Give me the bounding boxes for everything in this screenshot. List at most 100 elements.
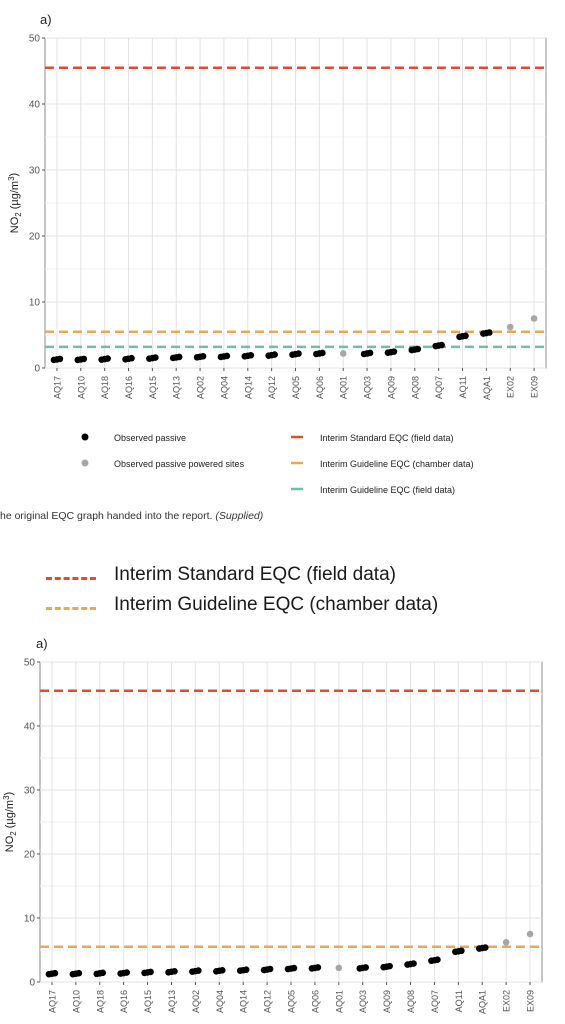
- bottom-ylabel: NO2 (µg/m3): [2, 792, 18, 852]
- bottom-point: [362, 964, 370, 971]
- bottom-xtick-label: AQ05: [287, 990, 297, 1013]
- bottom-point: [314, 964, 322, 971]
- guideline-eqc-dash-icon: [46, 607, 96, 610]
- top-ytick-label: 20: [29, 232, 41, 243]
- top-xtick-label: AQ15: [148, 376, 158, 399]
- bottom-point: [386, 962, 393, 970]
- bottom-xtick-label: AQ02: [191, 990, 201, 1013]
- enlarged-legend-standard-label: Interim Standard EQC (field data): [114, 564, 396, 585]
- top-xtick-label: AQ03: [363, 376, 373, 399]
- top-xtick-label: AQ08: [410, 376, 420, 399]
- top-point: [414, 345, 422, 353]
- top-xtick-label: AQ02: [196, 376, 206, 399]
- bottom-point: [335, 964, 343, 972]
- top-panel-label: a): [40, 12, 52, 27]
- top-xtick-label: AQ12: [267, 376, 277, 399]
- bottom-point: [458, 947, 465, 955]
- bottom-point: [481, 944, 489, 951]
- bottom-point: [171, 967, 178, 975]
- top-point: [223, 352, 231, 360]
- top-legend: Observed passive Observed passive powered…: [81, 433, 474, 495]
- figure-caption: he original EQC graph handed into the re…: [0, 510, 565, 522]
- bottom-xtick-label: AQ13: [167, 990, 177, 1013]
- top-point: [438, 341, 445, 349]
- top-ytick-label: 30: [29, 166, 41, 177]
- bottom-xtick-label: EX09: [526, 990, 536, 1012]
- bottom-xtick-label: AQ15: [143, 990, 153, 1013]
- top-xtick-label: AQ06: [315, 376, 325, 399]
- bottom-ytick-label: 10: [24, 914, 36, 925]
- top-xtick-label: AQA1: [482, 376, 492, 400]
- legend-label: Observed passive powered sites: [114, 459, 245, 469]
- bottom-ytick-label: 40: [24, 722, 36, 733]
- legend-label: Interim Standard EQC (field data): [320, 433, 454, 443]
- top-plot-area: 0 10 20 30 40 50 AQ17 AQ10 AQ18 AQ16 AQ15 AQ13 AQ02 A…: [7, 34, 546, 400]
- bottom-xtick-label: AQ17: [47, 990, 57, 1013]
- top-xtick-label: AQ05: [291, 376, 301, 399]
- bottom-point: [51, 969, 59, 977]
- caption-text: he original EQC graph handed into the re…: [0, 510, 216, 522]
- bottom-xtick-label: AQ03: [358, 990, 368, 1013]
- bottom-xtick-label: AQ18: [95, 990, 105, 1013]
- top-xtick-label: AQ01: [339, 376, 349, 399]
- top-xtick-label: EX02: [506, 376, 516, 398]
- bottom-xtick-label: AQA1: [478, 990, 488, 1014]
- top-point: [271, 351, 278, 358]
- bottom-xtick-label: AQ04: [215, 990, 225, 1013]
- top-xtick-label: AQ07: [434, 376, 444, 399]
- top-point: [56, 355, 64, 363]
- bottom-point: [147, 968, 154, 976]
- bottom-xtick-label: AQ06: [310, 990, 320, 1013]
- bottom-point: [242, 966, 250, 973]
- bottom-xtick-label: EX02: [502, 990, 512, 1012]
- top-xtick-label: AQ17: [52, 376, 62, 399]
- bottom-xtick-label: AQ01: [334, 990, 344, 1013]
- legend-point-icon: [81, 459, 89, 467]
- top-point: [462, 332, 469, 340]
- top-xtick-label: AQ11: [458, 376, 468, 398]
- top-point: [104, 355, 111, 362]
- bottom-xtick-label: AQ14: [239, 990, 249, 1013]
- bottom-panel-label: a): [36, 636, 48, 651]
- top-point: [506, 323, 514, 331]
- bottom-xtick-label: AQ11: [454, 990, 464, 1012]
- bottom-point: [290, 964, 298, 972]
- top-point: [128, 354, 135, 362]
- top-point: [295, 350, 302, 357]
- top-point: [175, 353, 183, 361]
- top-xtick-label: AQ13: [172, 376, 182, 399]
- bottom-xtick-label: AQ08: [406, 990, 416, 1013]
- bottom-xtick-label: AQ10: [71, 990, 81, 1013]
- bottom-point: [123, 969, 130, 976]
- top-xtick-label: EX09: [530, 376, 540, 398]
- bottom-xtick-label: AQ16: [119, 990, 129, 1013]
- bottom-point: [434, 956, 441, 964]
- top-point: [247, 351, 255, 359]
- top-ylabel: NO2 (µg/m3): [7, 173, 23, 233]
- top-ytick-label: 40: [29, 100, 41, 111]
- bottom-point: [195, 967, 202, 974]
- top-xtick-label: AQ04: [219, 376, 229, 399]
- bottom-ytick-label: 50: [24, 658, 36, 669]
- top-point: [486, 329, 493, 336]
- top-chart: a) 0 10 20 30 40 50 AQ17 AQ10 AQ18 AQ16 AQ15 AQ13 AQ…: [7, 12, 547, 495]
- bottom-point: [75, 969, 83, 977]
- top-xtick-label: AQ16: [124, 376, 134, 399]
- legend-label: Observed passive: [114, 433, 186, 443]
- caption-supplied: (Supplied): [215, 510, 264, 522]
- bottom-ytick-label: 0: [29, 978, 35, 989]
- top-ytick-label: 10: [29, 298, 41, 309]
- top-point: [319, 349, 326, 357]
- enlarged-legend-guideline-label: Interim Guideline EQC (chamber data): [114, 594, 439, 615]
- top-point: [199, 352, 207, 360]
- bottom-xtick-label: AQ07: [430, 990, 440, 1013]
- bottom-chart: a) 0 10 20 30 40 50 AQ17 AQ10 AQ18 AQ16 AQ15 AQ13 AQ…: [2, 636, 543, 1014]
- bottom-point: [99, 969, 107, 977]
- top-ytick-label: 0: [34, 364, 40, 375]
- bottom-point: [526, 930, 534, 938]
- top-point: [530, 315, 538, 322]
- bottom-point: [410, 960, 417, 967]
- top-point: [80, 355, 88, 363]
- legend-label: Interim Guideline EQC (field data): [320, 485, 455, 495]
- bottom-ytick-label: 20: [24, 850, 36, 861]
